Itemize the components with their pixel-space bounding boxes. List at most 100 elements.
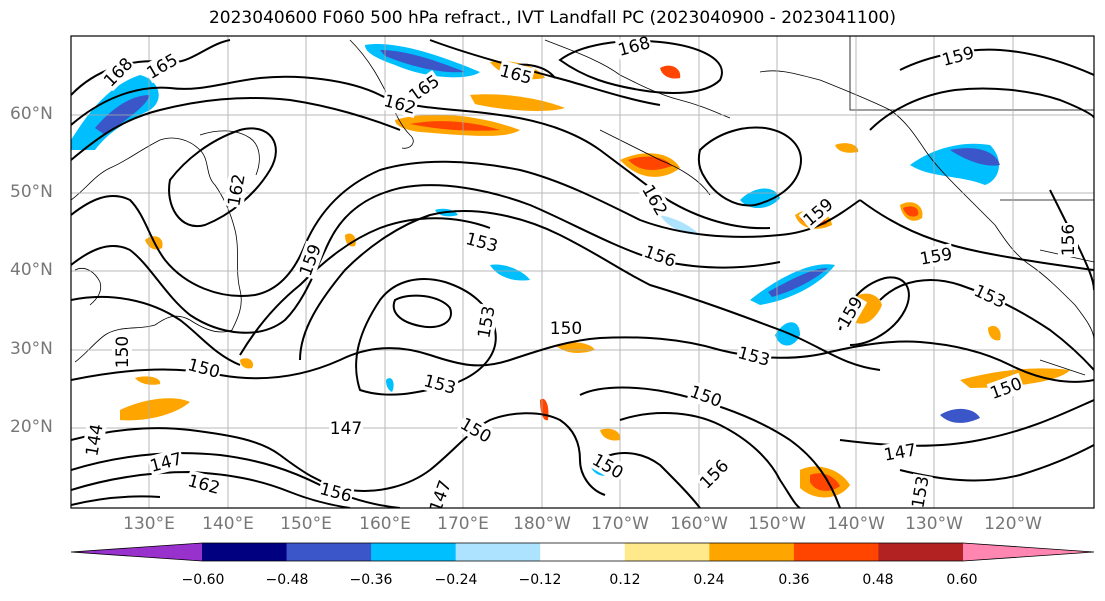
- figure-title: 2023040600 F060 500 hPa refract., IVT La…: [208, 8, 896, 28]
- longitude-label: 130°E: [123, 514, 175, 534]
- contour-label-bg: [588, 448, 628, 484]
- contour-label-bg: [146, 447, 186, 477]
- contour-label-bg: [798, 193, 838, 231]
- contour-label-bg: [986, 372, 1026, 404]
- contour-label-bg: [456, 412, 496, 448]
- shade-negative: [386, 378, 394, 392]
- shade-negative: [950, 148, 1000, 166]
- map-frame: [71, 36, 1094, 508]
- contour-label-bg: [184, 469, 224, 499]
- colorbar-tick-label: −0.24: [434, 572, 478, 588]
- contour-label-bg: [473, 303, 499, 341]
- colorbar-segment: [878, 543, 964, 561]
- contour-label-bg: [970, 279, 1010, 313]
- colorbar-tick-label: −0.48: [265, 572, 309, 588]
- contour-label-bg: [223, 171, 249, 209]
- longitude-label: 180°W: [513, 514, 571, 534]
- contour-label-bg: [640, 240, 680, 272]
- contour-label-bg: [1058, 223, 1078, 257]
- contour-label-bg: [917, 243, 955, 269]
- shade-negative: [768, 268, 828, 297]
- contour-label-bg: [112, 335, 132, 369]
- contour-label-bg: [907, 473, 933, 508]
- latitude-label: 60°N: [10, 104, 53, 124]
- contour-label-bg: [404, 70, 444, 106]
- longitude-label: 150°E: [280, 514, 332, 534]
- shade-positive: [120, 398, 190, 421]
- latitude-label: 20°N: [10, 417, 53, 437]
- contour-label-bg: [462, 227, 502, 257]
- colorbar-extend-high: [963, 543, 1094, 561]
- colorbar-segment: [286, 543, 372, 561]
- longitude-label: 160°W: [670, 514, 728, 534]
- contour-label-bg: [694, 454, 734, 494]
- colorbar-tick-label: 0.60: [946, 572, 978, 588]
- shade-positive: [903, 206, 919, 217]
- contour-label-bg: [98, 52, 138, 92]
- shade-positive: [835, 143, 859, 153]
- contour-label-bg: [881, 439, 919, 465]
- shade-negative: [660, 215, 700, 235]
- contour-label-bg: [734, 341, 774, 371]
- colorbar-tick-label: −0.12: [518, 572, 562, 588]
- colorbar: [70, 542, 1095, 562]
- shade-positive: [345, 233, 356, 247]
- contour-label-bg: [496, 59, 536, 89]
- shade-negative: [940, 408, 980, 423]
- latitude-label: 50°N: [10, 182, 53, 202]
- shade-positive: [628, 156, 672, 170]
- contour-label-bg: [549, 318, 583, 338]
- contour-label-bg: [294, 240, 326, 280]
- contour-label-bg: [832, 292, 868, 332]
- longitude-label: 170°E: [437, 514, 489, 534]
- longitude-label: 160°E: [359, 514, 411, 534]
- colorbar-tick-label: 0.24: [693, 572, 725, 588]
- longitude-label: 150°W: [748, 514, 806, 534]
- longitude-label: 140°W: [827, 514, 885, 534]
- shade-positive: [240, 358, 254, 369]
- latitude-label: 30°N: [10, 339, 53, 359]
- contour-label-bg: [380, 89, 420, 119]
- shade-positive: [660, 65, 681, 79]
- colorbar-segment: [202, 543, 288, 561]
- shade-positive: [810, 473, 840, 491]
- colorbar-tick-label: 0.12: [609, 572, 641, 588]
- shade-negative: [490, 264, 530, 281]
- contour-label-bg: [938, 41, 978, 71]
- contour-label-bg: [614, 36, 654, 61]
- contour-label-bg: [420, 369, 460, 399]
- contour-label-bg: [142, 48, 182, 84]
- colorbar-segment: [540, 543, 626, 561]
- contour-label-bg: [316, 477, 356, 507]
- contour-label-bg: [81, 421, 107, 459]
- shade-positive: [410, 121, 500, 131]
- colorbar-tick-label: −0.60: [181, 572, 225, 588]
- colorbar-segment: [624, 543, 710, 561]
- contour-label-bg: [329, 418, 363, 438]
- colorbar-extend-low: [71, 543, 202, 561]
- colorbar-segment: [371, 543, 457, 561]
- shading-layer: [71, 44, 1070, 498]
- longitude-label: 140°E: [202, 514, 254, 534]
- shade-negative: [380, 50, 465, 73]
- longitude-label: 130°W: [905, 514, 963, 534]
- shade-positive: [600, 428, 621, 441]
- longitude-label: 170°W: [591, 514, 649, 534]
- latitude-label: 40°N: [10, 260, 53, 280]
- contour-label: 147: [330, 419, 362, 439]
- shade-positive: [988, 325, 1001, 341]
- contour-label: 156: [1059, 224, 1079, 256]
- contour-label-bg: [637, 180, 673, 220]
- shade-positive: [135, 376, 161, 385]
- shade-positive: [470, 94, 565, 111]
- contour-label-bg: [184, 353, 224, 383]
- colorbar-tick-label: 0.48: [862, 572, 894, 588]
- colorbar-segment: [793, 543, 879, 561]
- contour-label-bg: [424, 476, 456, 508]
- colorbar-segment: [709, 543, 795, 561]
- contour-label-bg: [686, 380, 726, 412]
- contour-label: 150: [550, 319, 582, 339]
- contour-label: 150: [113, 336, 133, 368]
